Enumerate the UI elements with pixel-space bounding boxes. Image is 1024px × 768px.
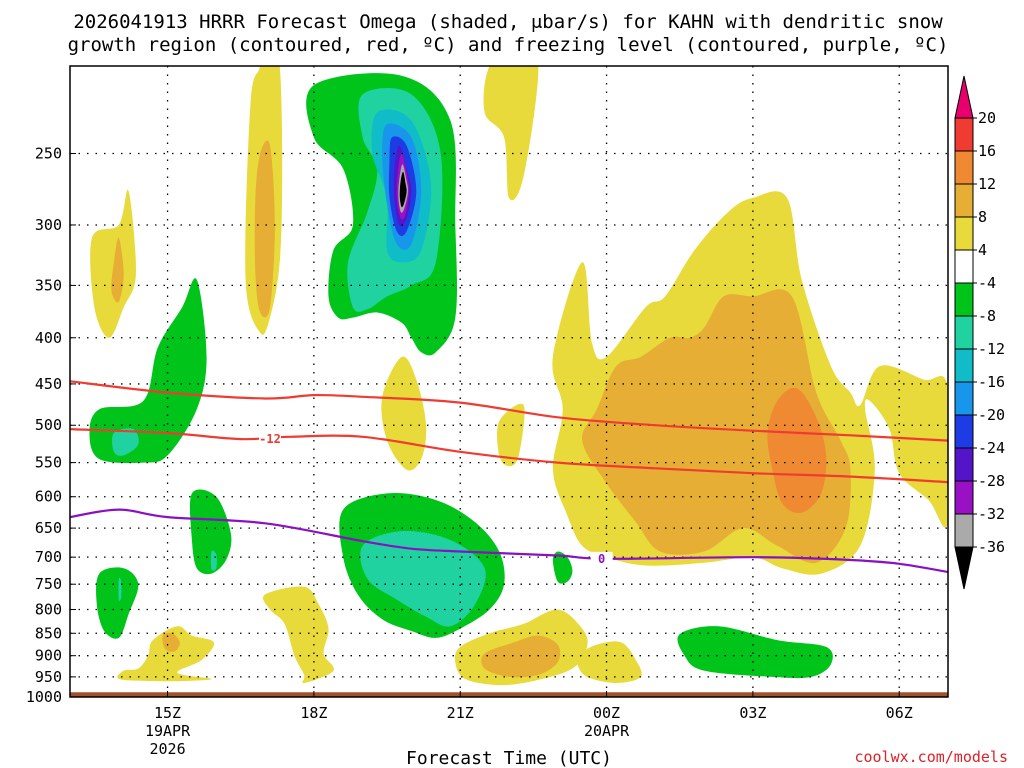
colorbar-swatch bbox=[954, 480, 974, 515]
omega-region-neg8 bbox=[210, 550, 217, 571]
contour-layer: -12 0 bbox=[70, 380, 948, 574]
x-tick-label: 18Z bbox=[300, 704, 327, 722]
colorbar-swatch bbox=[954, 183, 974, 218]
colorbar-label: -28 bbox=[978, 472, 1005, 490]
colorbar-label: -4 bbox=[978, 274, 996, 292]
y-tick-label: 1000 bbox=[26, 688, 62, 706]
colorbar-label: -8 bbox=[978, 307, 996, 325]
freezing-level-contour-1 bbox=[70, 508, 948, 574]
omega-region-pos8 bbox=[162, 632, 180, 652]
y-tick-label: 450 bbox=[35, 375, 62, 393]
x-tick-label: 20APR bbox=[584, 722, 630, 740]
omega-region-neg8 bbox=[112, 428, 139, 456]
y-tick-label: 600 bbox=[35, 488, 62, 506]
colorbar-swatch bbox=[954, 348, 974, 383]
y-tick-label: 800 bbox=[35, 601, 62, 619]
colorbar-label: 8 bbox=[978, 208, 987, 226]
omega-region-neg8 bbox=[118, 577, 122, 601]
y-tick-label: 500 bbox=[35, 416, 62, 434]
omega-region-neg4 bbox=[96, 567, 139, 639]
y-tick-label: 550 bbox=[35, 454, 62, 472]
colorbar-label: 12 bbox=[978, 175, 996, 193]
x-tick-label: 15Z bbox=[154, 704, 181, 722]
y-tick-label: 950 bbox=[35, 668, 62, 686]
omega-region-pos4 bbox=[381, 356, 427, 471]
chart-title: 2026041913 HRRR Forecast Omega (shaded, … bbox=[73, 11, 943, 33]
omega-region-neg4 bbox=[189, 489, 232, 575]
colorbar-top-arrow bbox=[954, 75, 974, 119]
x-tick-label: 21Z bbox=[447, 704, 474, 722]
omega-region-neg36 bbox=[399, 171, 407, 208]
colorbar: 20 16 12 8 4 -4 -8 -12 -16 -20 -24 -28 -32 -36 bbox=[954, 75, 1005, 590]
omega-region-neg8 bbox=[360, 530, 486, 627]
colorbar-swatch bbox=[954, 249, 974, 284]
colorbar-swatch bbox=[954, 513, 974, 548]
y-axis: 250 300 350 400 450 500 550 600 650 700 750 800 850 9… bbox=[26, 144, 76, 706]
y-tick-label: 400 bbox=[35, 329, 62, 347]
omega-region-pos4 bbox=[575, 641, 642, 683]
colorbar-label: 20 bbox=[978, 109, 996, 127]
omega-region-pos4 bbox=[497, 403, 525, 467]
omega-region-pos8 bbox=[254, 140, 275, 318]
colorbar-swatch bbox=[954, 381, 974, 416]
x-tick-label: 03Z bbox=[739, 704, 766, 722]
y-tick-label: 900 bbox=[35, 647, 62, 665]
colorbar-swatch bbox=[954, 447, 974, 482]
omega-region-neg4 bbox=[552, 551, 573, 584]
colorbar-swatch bbox=[954, 150, 974, 185]
omega-region-pos4 bbox=[262, 586, 334, 684]
colorbar-swatch bbox=[954, 282, 974, 317]
colorbar-swatch bbox=[954, 216, 974, 251]
y-tick-label: 850 bbox=[35, 624, 62, 642]
colorbar-label: -12 bbox=[978, 340, 1005, 358]
plot-area: -12 0 bbox=[70, 66, 948, 697]
colorbar-swatch bbox=[954, 117, 974, 152]
x-axis-title: Forecast Time (UTC) bbox=[406, 748, 612, 768]
chart-subtitle: growth region (contoured, red, ºC) and f… bbox=[68, 34, 949, 56]
colorbar-label: -20 bbox=[978, 406, 1005, 424]
colorbar-label: 16 bbox=[978, 142, 996, 160]
y-tick-label: 250 bbox=[35, 144, 62, 162]
dgz-contour-2-label-bg bbox=[258, 432, 281, 446]
x-tick-label: 00Z bbox=[593, 704, 620, 722]
dgz-contour-2 bbox=[70, 428, 948, 484]
freezing-level-contour-1-label: 0 bbox=[598, 552, 605, 566]
omega-region-pos8 bbox=[111, 237, 124, 303]
y-tick-label: 300 bbox=[35, 216, 62, 234]
colorbar-swatch bbox=[954, 414, 974, 449]
freezing-level-contour-1-label-bg bbox=[590, 551, 613, 565]
colorbar-label: -16 bbox=[978, 373, 1005, 391]
omega-region-pos4 bbox=[90, 189, 136, 338]
x-tick-label: 06Z bbox=[886, 704, 913, 722]
colorbar-label: -32 bbox=[978, 505, 1005, 523]
omega-region-neg4 bbox=[677, 626, 833, 679]
omega-region-pos4 bbox=[483, 66, 539, 201]
x-tick-label: 2026 bbox=[149, 740, 185, 758]
omega-region-neg4 bbox=[89, 278, 207, 464]
y-tick-label: 350 bbox=[35, 276, 62, 294]
colorbar-label: 4 bbox=[978, 241, 987, 259]
dgz-contour-2-label: -12 bbox=[259, 432, 281, 446]
y-tick-label: 650 bbox=[35, 519, 62, 537]
omega-region-pos12 bbox=[767, 387, 827, 514]
colorbar-swatch bbox=[954, 315, 974, 350]
dgz-contour-1 bbox=[70, 380, 948, 442]
credit-text: coolwx.com/models bbox=[854, 748, 1008, 766]
colorbar-label: -24 bbox=[978, 439, 1005, 457]
colorbar-bottom-arrow bbox=[954, 546, 974, 590]
ground-surface bbox=[70, 692, 948, 697]
colorbar-label: -36 bbox=[978, 538, 1005, 556]
plot-frame bbox=[69, 65, 949, 698]
y-tick-label: 700 bbox=[35, 548, 62, 566]
grid-layer bbox=[70, 66, 948, 697]
x-tick-label: 19APR bbox=[145, 722, 191, 740]
y-tick-label: 750 bbox=[35, 575, 62, 593]
omega-region-pos4 bbox=[117, 626, 215, 682]
omega-region-pos8 bbox=[481, 635, 561, 678]
